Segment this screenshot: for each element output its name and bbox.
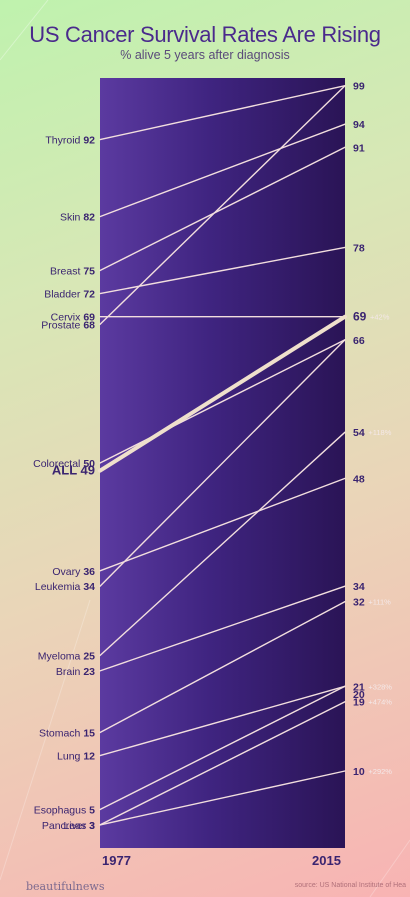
end-value-66: 66 <box>353 335 365 347</box>
series-line-brain <box>99 585 346 672</box>
end-value-34: 34 <box>353 581 365 593</box>
series-line-ovary <box>99 477 346 572</box>
series-line-myeloma <box>99 431 346 657</box>
start-label-cervix: Cervix 69 <box>51 312 96 324</box>
series-line-skin <box>99 123 346 218</box>
end-value-99: 99 <box>353 81 365 93</box>
start-label-pancreas: Pancreas 3 <box>42 820 95 832</box>
start-label-bladder: Bladder 72 <box>44 289 95 301</box>
start-label-brain: Brain 23 <box>56 666 95 678</box>
source-note: source: US National Institute of Hea <box>294 882 406 889</box>
series-line-breast <box>99 146 346 272</box>
end-value-21: 21 <box>353 681 365 693</box>
end-change-10: +292% <box>368 767 392 776</box>
end-value-94: 94 <box>353 119 365 131</box>
start-label-ovary: Ovary 36 <box>52 566 95 578</box>
end-value-78: 78 <box>353 242 365 254</box>
brand-logo: beautifulnews <box>26 880 105 893</box>
series-line-lung <box>99 685 346 757</box>
end-value-69: 69 <box>353 310 367 324</box>
end-value-91: 91 <box>353 142 365 154</box>
series-line-esophagus <box>99 685 346 811</box>
series-line-pancreas <box>99 770 346 826</box>
end-value-48: 48 <box>353 473 365 485</box>
series-line-leukemia <box>99 339 346 587</box>
start-year-label: 1977 <box>102 853 131 868</box>
end-change-21: +328% <box>368 682 392 691</box>
end-value-20: 20 <box>353 689 365 701</box>
series-line-colorectal <box>99 339 346 464</box>
end-change-54: +118% <box>368 428 391 437</box>
end-change-19: +474% <box>368 698 392 707</box>
chart-title: US Cancer Survival Rates Are Rising <box>29 22 381 47</box>
start-label-colorectal: Colorectal 50 <box>33 458 95 470</box>
series-line-prostate <box>99 84 346 326</box>
start-label-prostate: Prostate 68 <box>41 319 95 331</box>
series-line-bladder <box>99 246 346 295</box>
series-line-stomach <box>99 600 346 734</box>
start-label-lung: Lung 12 <box>57 751 95 763</box>
end-value-19: 19 <box>353 697 365 709</box>
end-change-69: +42% <box>370 313 390 322</box>
start-label-esophagus: Esophagus 5 <box>34 805 95 817</box>
start-label-stomach: Stomach 15 <box>39 728 95 740</box>
start-label-skin: Skin 82 <box>60 212 95 224</box>
series-line-all <box>98 314 347 473</box>
end-value-54: 54 <box>353 427 365 439</box>
end-value-10: 10 <box>353 766 365 778</box>
chart-subtitle: % alive 5 years after diagnosis <box>120 48 290 62</box>
start-label-thyroid: Thyroid 92 <box>45 135 95 147</box>
series-line-thyroid <box>99 84 346 141</box>
end-year-label: 2015 <box>312 853 341 868</box>
series-line-liver <box>99 701 346 826</box>
start-label-all: ALL 49 <box>52 463 95 478</box>
start-label-myeloma: Myeloma 25 <box>38 651 95 663</box>
start-label-breast: Breast 75 <box>50 266 95 278</box>
end-value-32: 32 <box>353 597 365 609</box>
start-label-leukemia: Leukemia 34 <box>35 581 95 593</box>
end-change-32: +111% <box>368 598 391 607</box>
start-label-liver: Liver 3 <box>63 820 95 832</box>
